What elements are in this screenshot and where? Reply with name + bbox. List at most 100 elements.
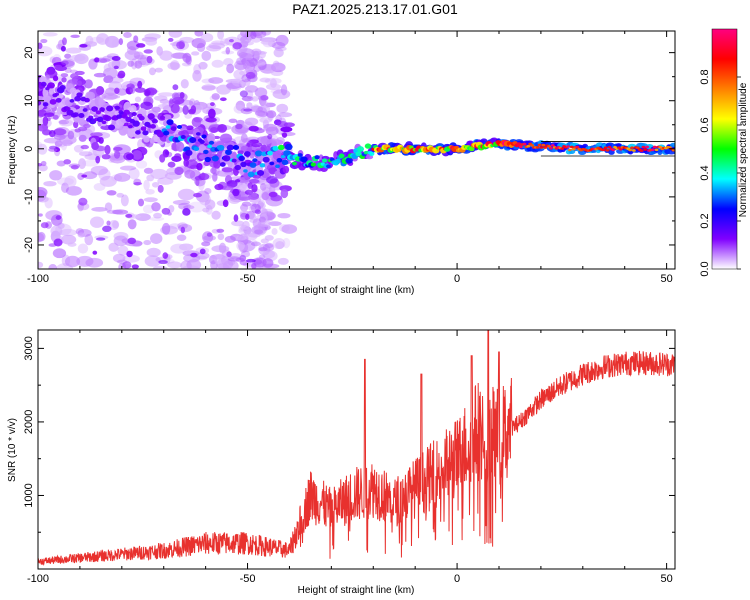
spectral-blob [161, 222, 171, 235]
spectral-blob [77, 80, 82, 87]
spectral-blob [98, 137, 104, 144]
spectrogram-heatmap [38, 31, 675, 269]
spectral-blob [52, 75, 59, 82]
spectral-blob [117, 245, 129, 256]
ridge-core [128, 124, 133, 129]
ridge-core [628, 148, 633, 152]
spectral-blob [116, 192, 124, 198]
ridge-core [238, 155, 245, 162]
spectral-blob [78, 158, 87, 170]
spectral-blob [217, 233, 225, 241]
spectral-blob [77, 232, 86, 238]
spectral-blob [260, 101, 270, 109]
spectral-blob [70, 34, 80, 38]
spectral-blob [112, 253, 126, 263]
colorbar-tick-label: 0.6 [699, 117, 711, 132]
spectral-blob [113, 231, 129, 241]
ridge-core [108, 124, 116, 131]
ridge-core [364, 143, 372, 149]
spectral-blob [208, 77, 224, 84]
spectral-blob [60, 139, 68, 151]
spectral-blob [106, 190, 117, 196]
spectral-blob [84, 79, 93, 89]
ridge-core [535, 146, 540, 149]
spectral-blob [106, 220, 111, 226]
spectral-blob [60, 45, 66, 52]
spectral-blob [185, 55, 192, 65]
spectral-blob [67, 242, 77, 247]
ridge-core [156, 131, 165, 138]
spectral-blob [109, 154, 126, 164]
spectral-blob [198, 61, 208, 70]
spectral-blob [273, 48, 284, 58]
spectral-blob [242, 60, 250, 70]
spectral-blob [146, 174, 155, 182]
spectral-blob [201, 50, 212, 62]
ridge-core [569, 145, 574, 149]
spectral-blob [272, 237, 286, 250]
ridge-core [526, 144, 531, 148]
spectral-blob [112, 209, 129, 215]
ridge-core [643, 148, 648, 151]
ridge-core [280, 154, 286, 159]
spectral-blob [177, 222, 188, 230]
spectral-blob [196, 162, 203, 171]
spectral-blob [201, 84, 216, 91]
spectral-blob [239, 90, 248, 98]
ridge-core [234, 164, 242, 171]
spectral-blob [101, 153, 111, 160]
spectral-blob [95, 155, 101, 164]
ridge-core [78, 112, 85, 118]
ridge-core [262, 156, 270, 163]
ridge-core [355, 151, 362, 157]
spectral-blob [239, 254, 247, 262]
spectral-blob [187, 108, 196, 115]
ridge-core [55, 97, 62, 103]
spectral-blob [235, 123, 243, 130]
ridge-core [363, 150, 369, 155]
spectral-blob [74, 70, 85, 76]
y-tick-label: 1000 [23, 483, 35, 507]
bottom-y-axis-label: SNR (10 * v/v) [7, 418, 18, 482]
spectral-blob [168, 31, 183, 38]
spectral-blob [94, 57, 100, 63]
ridge-core [225, 149, 232, 156]
ridge-halo [249, 151, 255, 159]
spectral-blob [98, 168, 111, 181]
spectral-blob [250, 239, 258, 248]
ridge-core [132, 120, 140, 127]
spectral-blob [271, 41, 286, 49]
ridge-core [259, 163, 266, 168]
spectral-blob [38, 232, 45, 243]
ridge-core [605, 148, 610, 152]
spectral-blob [229, 39, 234, 43]
spectral-blob [89, 216, 105, 228]
spectral-blob [275, 136, 285, 145]
ridge-core [123, 109, 130, 116]
ridge-core [211, 155, 219, 162]
spectral-blob [53, 128, 67, 136]
spectral-blob [74, 128, 82, 133]
spectral-blob [185, 125, 194, 130]
ridge-halo [42, 87, 49, 98]
spectral-blob [248, 205, 256, 212]
spectral-blob [79, 151, 93, 157]
ridge-core [47, 82, 55, 89]
spectral-blob [80, 144, 89, 150]
ridge-core [652, 145, 657, 149]
spectral-blob [248, 125, 259, 132]
spectral-blob [258, 247, 268, 252]
spectral-blob [157, 184, 164, 193]
spectral-blob [176, 41, 185, 50]
spectral-blob [38, 124, 49, 132]
spectral-blob [248, 178, 260, 184]
spectral-blob [95, 237, 106, 241]
spectral-blob [62, 37, 67, 46]
spectral-blob [177, 223, 193, 233]
spectral-blob [270, 89, 284, 94]
spectral-blob [212, 172, 218, 182]
spectral-blob [42, 32, 58, 37]
ridge-halo [213, 160, 221, 169]
ridge-core [549, 146, 553, 150]
spectral-blob [40, 38, 48, 44]
